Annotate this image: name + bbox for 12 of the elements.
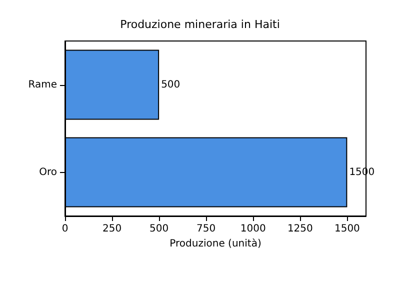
x-axis-title: Produzione (unità) [170, 238, 262, 250]
x-tick-label: 1250 [287, 224, 313, 234]
y-tick-label: Oro [39, 166, 57, 178]
x-tick-label: 500 [150, 224, 169, 234]
data-label: 500 [161, 79, 180, 90]
chart-title: Produzione mineraria in Haiti [120, 18, 280, 31]
x-tick-label: 1500 [334, 224, 360, 234]
y-tick-label: Rame [28, 79, 57, 90]
x-tick-label: 0 [62, 224, 68, 234]
x-tick-label: 750 [196, 224, 216, 234]
x-tick-label: 250 [102, 224, 122, 234]
x-tick-label: 1000 [240, 224, 266, 234]
